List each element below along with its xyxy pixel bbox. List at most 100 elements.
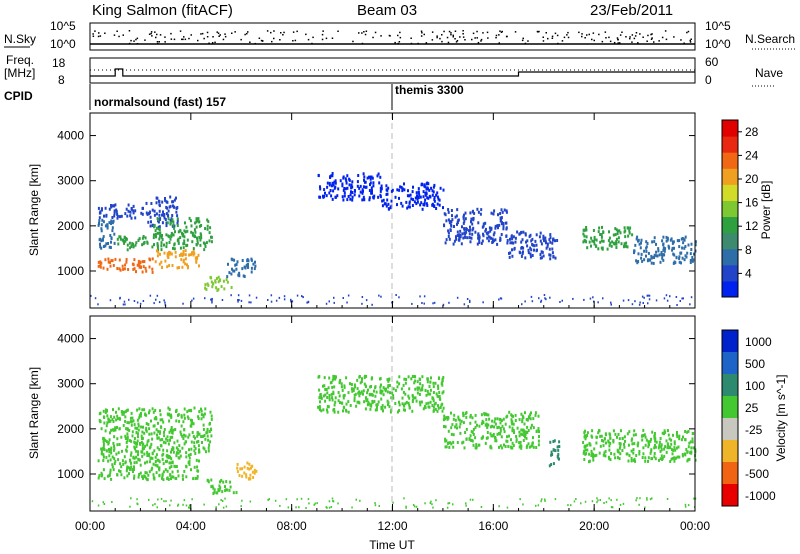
x-tick-label: 00:00 [680, 519, 710, 533]
data-region-8 [226, 257, 257, 279]
velocity-colorbar-tick-label: -100 [745, 445, 769, 459]
power-colorbar-swatch [722, 232, 738, 250]
power-colorbar: 4 8 12 16 20 24 28 [721, 119, 759, 298]
data-region-7 [204, 275, 233, 292]
freq-label-unit: [MHz] [4, 66, 35, 80]
y-tick-label: 2000 [57, 219, 84, 233]
velocity-colorbar-tick-label: -500 [745, 467, 769, 481]
x-tick-label: 00:00 [75, 519, 105, 533]
power-ylabel: Slant Range [km] [27, 164, 41, 256]
data-region-6 [548, 439, 561, 468]
data-region-4 [153, 216, 213, 252]
data-region-10 [380, 181, 445, 211]
data-region-3 [236, 461, 258, 481]
velocity-colorbar-swatch [722, 396, 738, 419]
power-colorbar-swatch [722, 152, 738, 169]
velocity-colorbar: 1000 500 100 25 -25 -100 -500 -1000 [721, 329, 776, 507]
velocity-colorbar-tick-label: 500 [745, 357, 765, 371]
data-region-5 [442, 410, 540, 450]
power-colorbar-swatch [722, 168, 738, 185]
data-region-9 [317, 172, 382, 202]
power-colorbar-tick-label: 12 [745, 219, 759, 233]
nsky-label: N.Sky [4, 32, 36, 46]
nsky-strip [89, 22, 696, 51]
date-label: 23/Feb/2011 [590, 2, 673, 19]
data-region-2 [97, 218, 116, 250]
data-region-13 [582, 225, 634, 251]
power-colorbar-tick-label: 24 [745, 148, 759, 162]
power-colorbar-tick-label: 20 [745, 172, 759, 186]
velocity-colorbar-tick-label: 1000 [745, 335, 772, 349]
nsky-tick-bottom: 10^0 [50, 37, 76, 51]
nave-tick-bottom: 0 [705, 73, 712, 87]
nsearch-tick-bottom: 10^0 [705, 37, 731, 51]
velocity-colorbar-swatch [722, 440, 738, 463]
power-panel: 1000 2000 3000 4000 [57, 112, 697, 309]
data-region-14 [633, 235, 697, 265]
y-tick-label: 2000 [57, 422, 84, 436]
data-region-1 [97, 451, 200, 482]
power-colorbar-swatch [722, 184, 738, 201]
power-colorbar-label: Power [dB] [759, 181, 773, 240]
y-tick-label: 3000 [57, 377, 84, 391]
ground-scatter [91, 497, 697, 509]
velocity-colorbar-tick-label: -1000 [745, 489, 776, 503]
x-tick-label: 08:00 [277, 519, 307, 533]
nave-label: Nave [755, 66, 783, 80]
data-region-3 [116, 235, 155, 252]
cpid-segment-themis: themis 3300 [395, 83, 464, 97]
nave-tick-top: 60 [705, 55, 719, 69]
nsearch-tick-top: 10^5 [705, 19, 731, 33]
y-tick-label: 3000 [57, 174, 84, 188]
velocity-colorbar-tick-label: 25 [745, 401, 759, 415]
y-tick-label: 1000 [57, 467, 84, 481]
x-tick-label: 04:00 [176, 519, 206, 533]
velocity-colorbar-swatch [722, 484, 738, 507]
power-colorbar-swatch [722, 136, 738, 153]
x-tick-label: 12:00 [377, 519, 407, 533]
power-colorbar-tick-label: 16 [745, 196, 759, 210]
power-colorbar-swatch [722, 264, 738, 282]
y-tick-label: 4000 [57, 332, 84, 346]
cpid-segment-normalsound: normalsound (fast) 157 [94, 95, 226, 109]
data-region-0 [98, 406, 213, 455]
x-tick-label: 16:00 [478, 519, 508, 533]
power-colorbar-tick-label: 8 [745, 243, 752, 257]
power-colorbar-swatch [722, 200, 738, 218]
freq-tick-top: 18 [52, 56, 66, 70]
nsearch-label: N.Search [745, 32, 795, 46]
beam-label: Beam 03 [357, 2, 417, 19]
data-region-5 [97, 257, 154, 274]
velocity-colorbar-swatch [722, 418, 738, 441]
velocity-colorbar-tick-label: 100 [745, 379, 765, 393]
power-colorbar-swatch [722, 120, 738, 137]
plot-title: King Salmon (fitACF) [92, 2, 233, 19]
data-region-6 [154, 249, 200, 270]
velocity-colorbar-swatch [722, 330, 738, 353]
velocity-colorbar-swatch [722, 462, 738, 485]
nsky-tick-top: 10^5 [50, 19, 76, 33]
data-region-11 [443, 207, 508, 246]
velocity-colorbar-swatch [722, 374, 738, 397]
power-colorbar-swatch [722, 216, 738, 234]
freq-tick-bottom: 8 [58, 73, 65, 87]
y-tick-label: 1000 [57, 264, 84, 278]
x-tick-label: 20:00 [579, 519, 609, 533]
data-region-4 [317, 374, 445, 414]
data-region-12 [506, 230, 559, 261]
velocity-ylabel: Slant Range [km] [27, 367, 41, 459]
power-colorbar-swatch [722, 248, 738, 266]
power-colorbar-tick-label: 4 [745, 266, 752, 280]
data-region-0 [97, 203, 144, 220]
ground-scatter [90, 294, 693, 306]
x-axis-label: Time UT [369, 538, 415, 552]
freq-label-top: Freq. [6, 53, 34, 67]
freq-strip [89, 57, 696, 84]
velocity-colorbar-tick-label: -25 [745, 423, 763, 437]
cpid-label: CPID [4, 89, 33, 103]
power-colorbar-swatch [722, 280, 738, 298]
power-colorbar-tick-label: 28 [745, 125, 759, 139]
data-region-7 [582, 428, 697, 464]
y-tick-label: 4000 [57, 129, 84, 143]
